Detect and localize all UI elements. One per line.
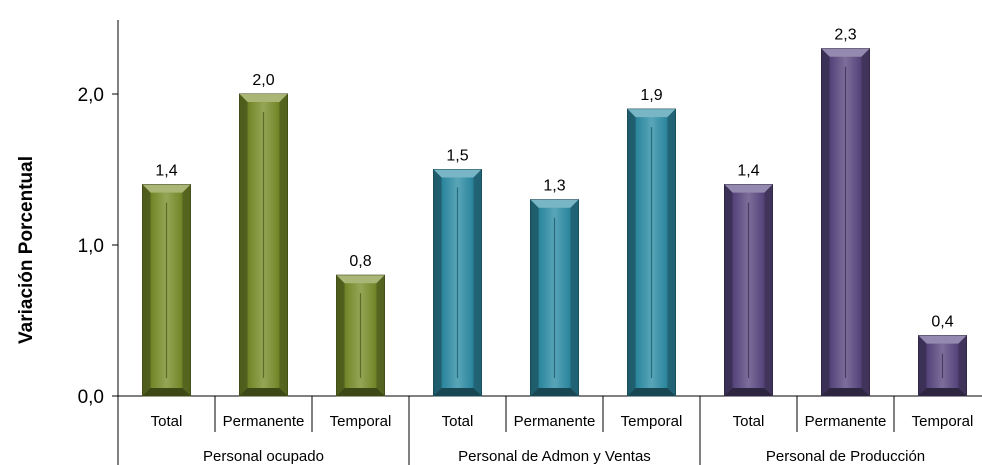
x-tick-label: Permanente [805, 413, 887, 430]
data-label: 1,5 [446, 148, 468, 165]
data-label: 1,4 [737, 163, 759, 180]
data-label: 0,4 [931, 314, 953, 331]
bar [433, 169, 482, 397]
x-tick-label: Total [151, 413, 183, 430]
bar [142, 184, 191, 397]
data-label: 1,9 [640, 87, 662, 104]
y-tick-label: 0,0 [78, 387, 104, 408]
bar [239, 93, 288, 397]
y-axis-title: Variación Porcentual [16, 156, 37, 344]
group-label: Personal ocupado [203, 448, 324, 465]
bar [627, 108, 676, 397]
bar [821, 48, 870, 397]
data-label: 1,3 [543, 178, 565, 195]
x-tick-label: Total [733, 413, 765, 430]
group-label: Personal de Admon y Ventas [458, 448, 651, 465]
group-label: Personal de Producción [766, 448, 925, 465]
x-tick-label: Temporal [621, 413, 683, 430]
bar [724, 184, 773, 397]
data-label: 2,0 [252, 72, 274, 89]
y-tick-label: 1,0 [78, 236, 104, 257]
data-label: 1,4 [155, 163, 177, 180]
y-tick-label: 2,0 [78, 85, 104, 106]
x-tick-label: Permanente [514, 413, 596, 430]
data-label: 0,8 [349, 253, 371, 270]
x-tick-label: Temporal [330, 413, 392, 430]
data-label: 2,3 [834, 27, 856, 44]
bar [336, 274, 385, 397]
bar [918, 335, 967, 397]
x-tick-label: Total [442, 413, 474, 430]
x-tick-label: Permanente [223, 413, 305, 430]
bar [530, 199, 579, 397]
x-tick-label: Temporal [912, 413, 974, 430]
